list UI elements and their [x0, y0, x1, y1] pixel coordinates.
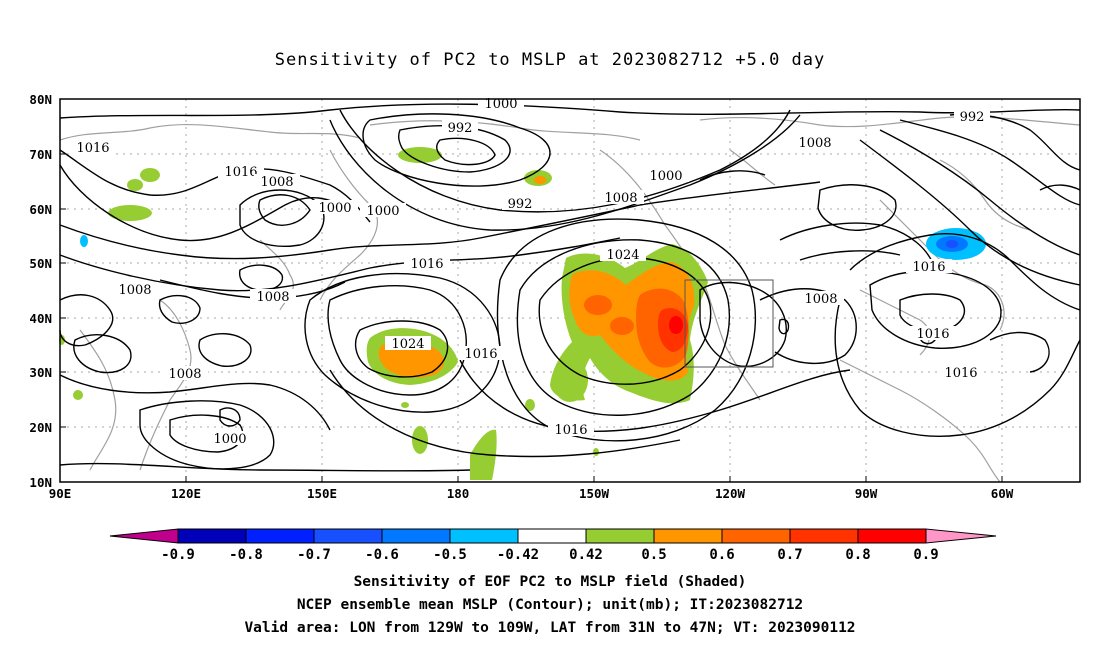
colorbar-label: 0.5	[641, 547, 666, 563]
lat-label: 60N	[29, 202, 52, 217]
shaded-sensitivity	[59, 147, 986, 480]
colorbar-label: 0.6	[709, 547, 734, 563]
colorbar-swatch	[857, 528, 927, 544]
lat-label: 70N	[29, 147, 52, 162]
lat-label: 40N	[29, 311, 52, 326]
colorbar: -0.9 -0.8 -0.7 -0.6 -0.5 -0.42 0.42 0.5 0.6 0.7 0.…	[109, 528, 997, 563]
contour-label: 1008	[256, 290, 289, 305]
contour-label: 1016	[76, 141, 109, 156]
caption-shaded: Sensitivity of EOF PC2 to MSLP field (Sh…	[353, 574, 747, 590]
lon-label: 120W	[715, 486, 746, 501]
colorbar-label: 0.9	[913, 547, 938, 563]
colorbar-label: -0.7	[297, 547, 331, 563]
colorbar-label: -0.9	[161, 547, 195, 563]
lat-label: 80N	[29, 92, 52, 107]
caption-valid-area: Valid area: LON from 129W to 109W, LAT f…	[244, 620, 856, 636]
contour-label: 1000	[213, 432, 246, 447]
caption-contour: NCEP ensemble mean MSLP (Contour); unit(…	[296, 597, 804, 613]
colorbar-label: -0.5	[433, 547, 467, 563]
grid-lines	[60, 99, 1080, 482]
contour-label: 1024	[391, 337, 424, 352]
lat-label: 30N	[29, 365, 52, 380]
contour-label: 992	[448, 121, 473, 136]
contour-label: 1000	[318, 201, 351, 216]
contour-label: 1000	[484, 97, 517, 112]
contour-label: 1016	[554, 423, 587, 438]
lon-label: 120E	[171, 486, 201, 501]
contour-label: 1008	[804, 292, 837, 307]
colorbar-swatch	[653, 528, 723, 544]
colorbar-swatch	[721, 528, 791, 544]
lon-label: 180	[447, 486, 470, 501]
contour-label: 1008	[260, 175, 293, 190]
colorbar-label: 0.8	[845, 547, 870, 563]
contour-label: 1000	[649, 169, 682, 184]
lon-label: 60W	[991, 486, 1014, 501]
colorbar-label: -0.6	[365, 547, 399, 563]
map-frame	[59, 98, 1081, 483]
contour-label: 1000	[366, 204, 399, 219]
contour-label: 1016	[224, 165, 257, 180]
valid-area-box	[684, 279, 774, 368]
colorbar-swatch	[517, 528, 587, 544]
contour-label: 1016	[944, 366, 977, 381]
colorbar-swatch	[449, 528, 519, 544]
colorbar-swatch	[789, 528, 859, 544]
contour-label: 1008	[798, 136, 831, 151]
contour-label: 1008	[118, 283, 151, 298]
colorbar-swatch	[177, 528, 247, 544]
lon-label: 150E	[307, 486, 337, 501]
lat-label: 20N	[29, 420, 52, 435]
contour-label: 1024	[606, 248, 639, 263]
contour-label: 1016	[912, 260, 945, 275]
contour-label: 992	[960, 110, 985, 125]
contour-label: 1016	[464, 347, 497, 362]
lon-label: 90W	[855, 486, 878, 501]
contour-labels: 1000 992 1016 1016 1008 1000 1000 992 10…	[70, 96, 990, 447]
colorbar-arrow-high	[925, 528, 997, 544]
colorbar-label: -0.42	[497, 547, 539, 563]
colorbar-swatch	[245, 528, 315, 544]
lat-label: 50N	[29, 256, 52, 271]
colorbar-label: 0.42	[569, 547, 603, 563]
latitude-labels: 80N 70N 60N 50N 40N 30N 20N 10N	[29, 92, 52, 490]
lat-label: 10N	[29, 475, 52, 490]
contour-label: 1008	[604, 191, 637, 206]
contour-label: 1008	[168, 367, 201, 382]
colorbar-swatch	[313, 528, 383, 544]
contour-label: 992	[508, 197, 533, 212]
colorbar-swatch	[381, 528, 451, 544]
contour-label: 1016	[410, 257, 443, 272]
lon-label: 90E	[49, 486, 72, 501]
colorbar-label: -0.8	[229, 547, 263, 563]
lon-label: 150W	[579, 486, 610, 501]
map-title: Sensitivity of PC2 to MSLP at 2023082712…	[274, 50, 826, 70]
colorbar-arrow-low	[109, 528, 179, 544]
contour-label: 1016	[916, 327, 949, 342]
colorbar-label: 0.7	[777, 547, 802, 563]
colorbar-swatch	[585, 528, 655, 544]
longitude-labels: 90E 120E 150E 180 150W 120W 90W 60W	[49, 486, 1014, 501]
